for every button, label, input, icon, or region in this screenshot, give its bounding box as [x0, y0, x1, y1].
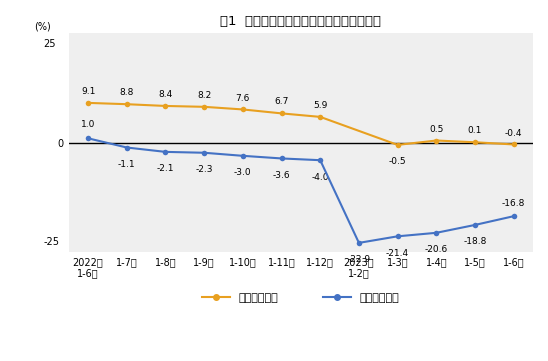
Text: -18.8: -18.8: [463, 238, 487, 247]
Text: -25: -25: [43, 236, 59, 247]
Text: -1.1: -1.1: [118, 160, 135, 169]
Text: 5.9: 5.9: [313, 101, 327, 110]
Text: -3.6: -3.6: [273, 171, 290, 180]
Text: -2.1: -2.1: [157, 164, 174, 173]
Text: -16.8: -16.8: [502, 199, 526, 208]
Title: 图1  各月累计营业收入与利润总额同比增速: 图1 各月累计营业收入与利润总额同比增速: [220, 15, 381, 28]
Text: 0.1: 0.1: [468, 126, 482, 135]
Text: 9.1: 9.1: [81, 87, 95, 96]
Text: 25: 25: [43, 39, 56, 49]
Text: 8.4: 8.4: [158, 90, 173, 99]
Text: 0.5: 0.5: [429, 125, 443, 134]
Text: -20.6: -20.6: [425, 245, 448, 254]
Legend: 营业收入增速, 利润总额增速: 营业收入增速, 利润总额增速: [198, 289, 404, 308]
Text: -21.4: -21.4: [386, 249, 409, 258]
Text: 8.2: 8.2: [197, 91, 212, 100]
Text: -22.9: -22.9: [347, 255, 370, 264]
Text: 7.6: 7.6: [236, 93, 250, 103]
Text: -0.5: -0.5: [389, 157, 407, 166]
Text: -3.0: -3.0: [234, 168, 252, 177]
Text: (%): (%): [34, 21, 51, 31]
Text: 6.7: 6.7: [275, 97, 289, 106]
Text: -2.3: -2.3: [196, 165, 213, 174]
Text: 1.0: 1.0: [81, 119, 95, 129]
Text: -4.0: -4.0: [311, 173, 329, 182]
Text: 8.8: 8.8: [119, 88, 134, 97]
Text: -0.4: -0.4: [505, 129, 522, 138]
